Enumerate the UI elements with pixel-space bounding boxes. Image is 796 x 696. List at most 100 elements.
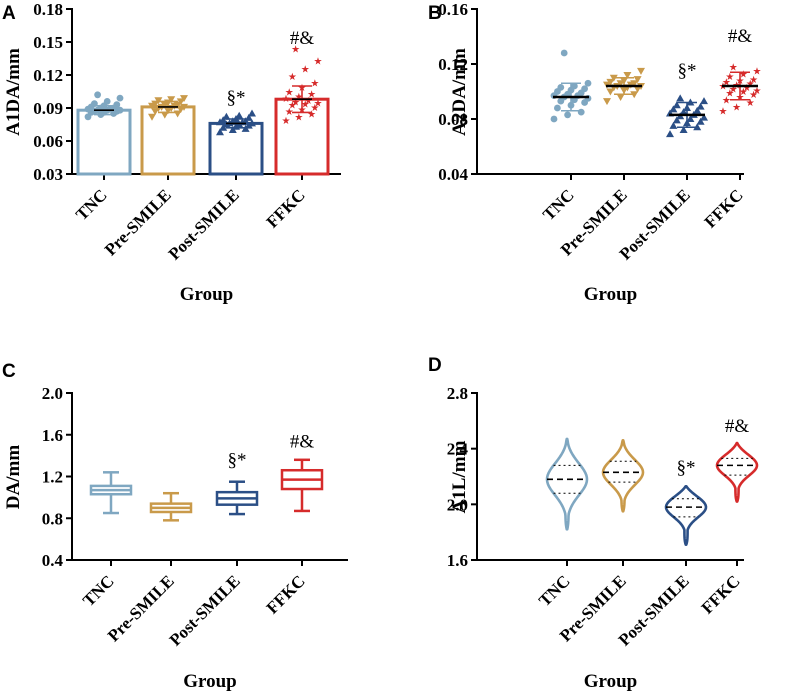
x-tick-label: TNC: [79, 571, 118, 610]
data-point: ★: [288, 72, 297, 83]
data-point: ★: [285, 107, 294, 118]
category-group: [603, 67, 645, 106]
data-point: [577, 108, 585, 116]
y-tick-label: 0.04: [438, 165, 468, 184]
x-tick-label: Post-SMILE: [165, 185, 243, 263]
y-tick-label: 2.8: [447, 384, 468, 403]
box-plot: [89, 471, 133, 515]
data-point: [216, 128, 224, 136]
data-point: [222, 112, 231, 120]
data-point: [560, 49, 568, 57]
data-point: ★: [739, 69, 748, 80]
panel-letter: C: [2, 361, 16, 382]
violin-outline: [715, 441, 759, 503]
data-point: ★: [304, 96, 313, 107]
data-point: [666, 130, 674, 138]
panel-letter: D: [428, 355, 442, 376]
data-point: [148, 113, 156, 121]
panel-d: D1.62.02.42.8A1L/mmGroupTNCPre-SMILEPost…: [428, 355, 759, 692]
bar: [140, 105, 196, 176]
x-axis-title: Group: [584, 284, 638, 305]
violin: [715, 441, 759, 503]
data-point: [550, 115, 558, 123]
category-group: ★★★★★★★★★★★★★★★★★★★★★: [274, 45, 330, 176]
data-point: ★: [307, 90, 316, 101]
data-point: [609, 74, 618, 82]
y-tick-label: 2.4: [447, 440, 469, 459]
data-point: [571, 82, 578, 90]
violin-outline: [664, 484, 708, 546]
data-point: [173, 101, 182, 109]
x-tick-label: Pre-SMILE: [101, 185, 175, 259]
data-point: ★: [301, 64, 310, 75]
data-point: [248, 119, 256, 127]
data-point: [176, 98, 185, 106]
data-point: [637, 67, 645, 75]
data-point: [94, 91, 101, 99]
y-tick-label: 1.6: [42, 426, 63, 445]
significance-label: #&: [728, 26, 753, 47]
x-tick-label: FFKC: [698, 571, 744, 617]
y-axis-title: A1DA/mm: [3, 48, 24, 136]
data-point: [672, 116, 681, 124]
bar: [208, 121, 264, 176]
data-point: ★: [729, 62, 738, 73]
y-axis-title: A1L/mm: [449, 440, 470, 513]
data-point: [167, 96, 176, 104]
data-point: ★: [314, 98, 323, 109]
data-point: [686, 115, 695, 122]
y-tick-label: 0.08: [438, 110, 468, 129]
data-point: [244, 113, 253, 121]
data-point: [151, 108, 160, 116]
panel-a: A 0.03 0.06 0.09 0.12 0.15 0.18 A1DA/mm Group TNC…: [2, 0, 341, 305]
violin: [664, 484, 708, 546]
y-tick-label: 0.12: [438, 55, 468, 74]
y-tick-label: 2.0: [447, 495, 468, 514]
data-point: [633, 76, 642, 84]
data-point: [679, 108, 688, 116]
data-point: ★: [288, 101, 297, 112]
data-point: [696, 117, 705, 125]
data-point: ★: [729, 84, 738, 95]
y-tick-label: 0.09: [33, 99, 63, 118]
bar: [76, 108, 132, 176]
data-point: ★: [746, 79, 755, 90]
data-point: ★: [291, 45, 300, 56]
data-point: [180, 103, 188, 111]
significance-label: #&: [290, 431, 315, 452]
panel-letter: B: [428, 3, 442, 24]
data-point: [606, 88, 615, 96]
data-point: [669, 105, 678, 113]
category-group: [76, 91, 132, 176]
data-point: ★: [282, 94, 291, 105]
significance-label: §*: [677, 458, 696, 479]
significance-label: §*: [678, 60, 697, 81]
data-point: [557, 83, 565, 91]
category-group: [550, 49, 592, 123]
data-point: ★: [725, 89, 734, 100]
data-point: [160, 111, 169, 119]
data-point: ★: [294, 92, 303, 103]
x-tick-label: Post-SMILE: [166, 571, 244, 649]
x-axis-title: Group: [183, 671, 237, 692]
data-point: ★: [307, 109, 316, 120]
x-tick-label: TNC: [539, 185, 578, 224]
y-tick-label: 1.6: [447, 551, 468, 570]
box-plot: [215, 480, 259, 516]
data-point: [616, 94, 625, 101]
data-point: ★: [749, 90, 758, 101]
data-point: [603, 98, 611, 106]
x-tick-label: TNC: [72, 185, 111, 224]
data-point: ★: [282, 116, 291, 127]
data-point: [581, 85, 588, 93]
y-axis-title: A2DA/mm: [449, 48, 470, 136]
box-plot: [149, 491, 193, 522]
data-point: [693, 106, 702, 114]
data-point: [180, 95, 188, 103]
y-tick-label: 0.16: [438, 0, 468, 19]
y-tick-label: 2.0: [42, 384, 63, 403]
significance-label: #&: [725, 416, 750, 437]
data-point: [151, 100, 160, 108]
data-point: [103, 98, 111, 105]
